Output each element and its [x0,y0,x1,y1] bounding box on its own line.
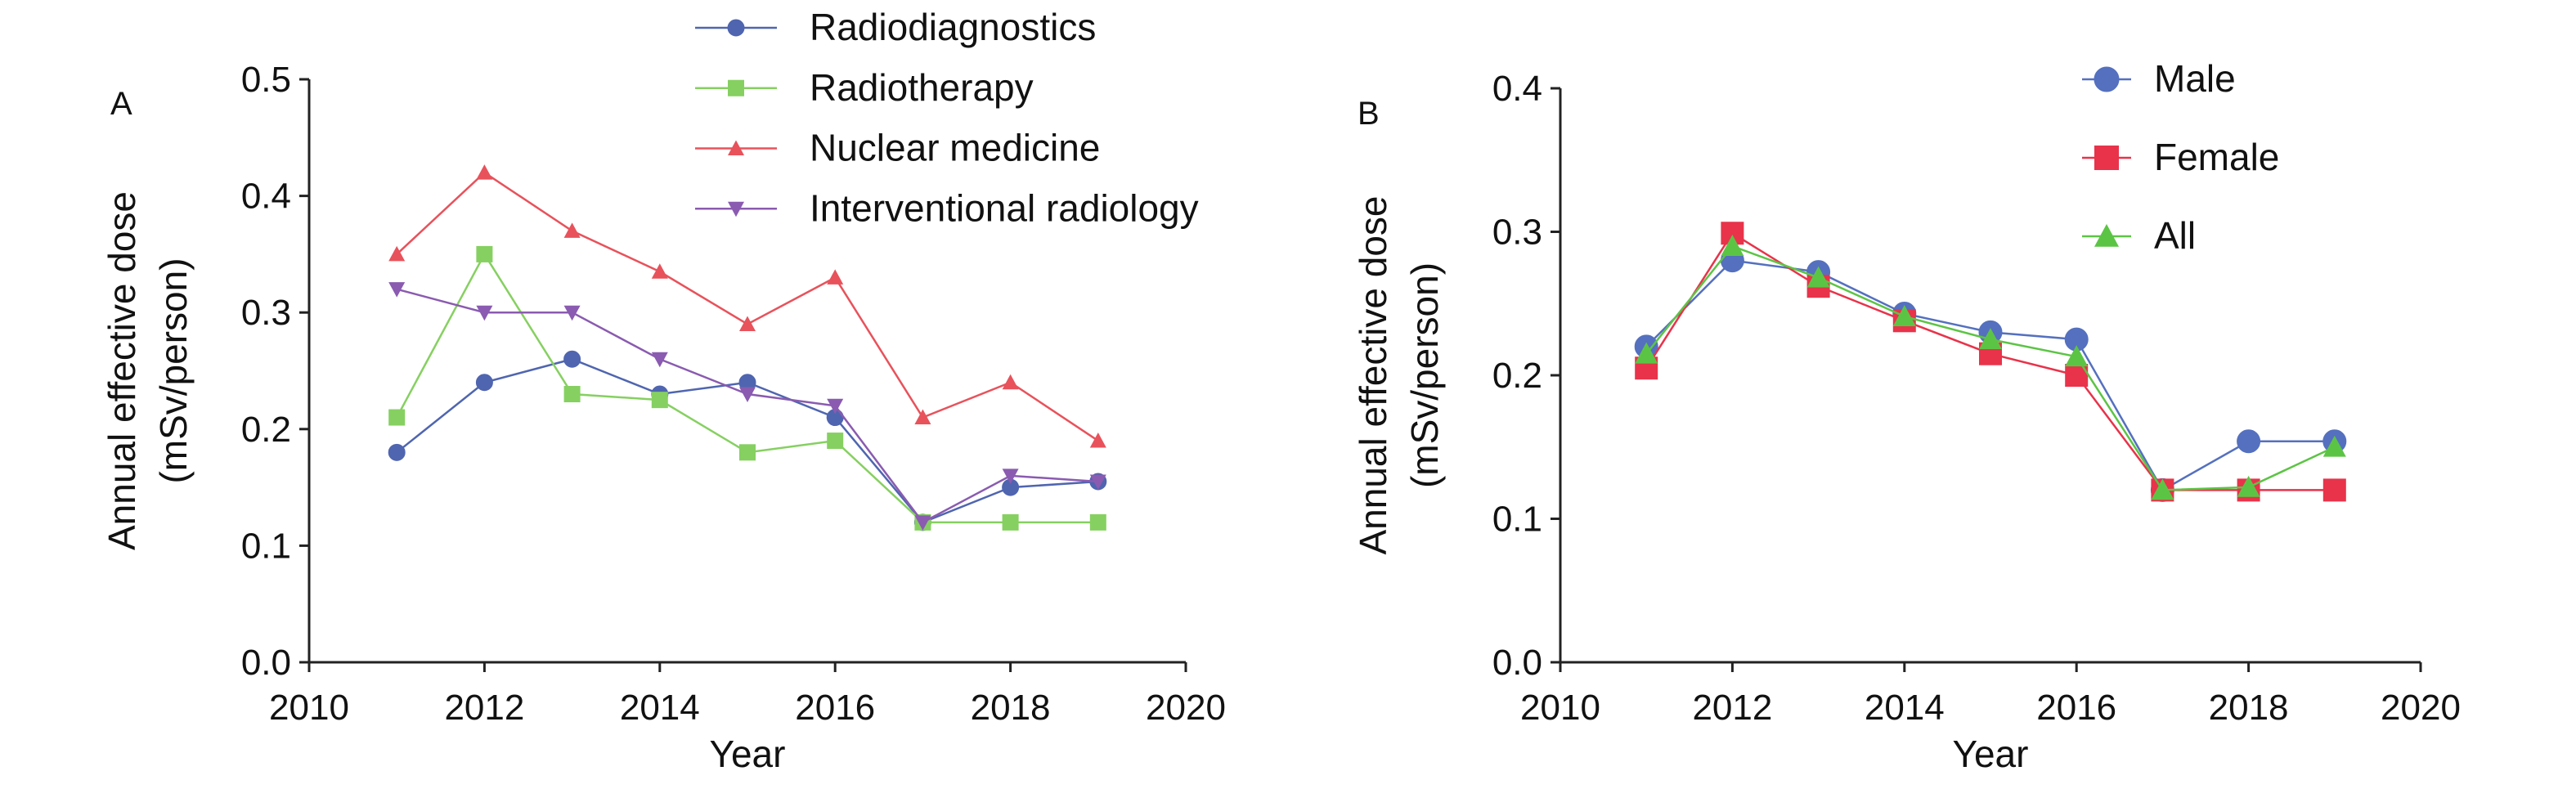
x-tick-label: 2016 [2036,688,2116,728]
panel-b: 0.0 0.1 0.2 0.3 0.4 2010 2012 2014 2016 2018 2020 Y… [1352,57,2461,775]
y-tick-label: 0.0 [1492,643,1542,683]
data-point-all [1635,342,1658,364]
y-tick-label: 0.4 [241,177,291,217]
data-point-radiodiagnostics [563,350,581,368]
x-tick-label: 2020 [1146,688,1226,728]
data-point-nuclear-medicine [827,269,844,285]
data-point-all [1979,328,2002,350]
data-point-radiotherapy [827,433,844,450]
data-point-male [2237,429,2261,454]
data-point-interventional-radiology [827,398,844,415]
y-tick-label: 0.3 [1492,213,1542,253]
x-axis-title: Year [710,733,786,775]
data-point-radiotherapy [651,392,668,409]
series-line-male [1645,259,2335,492]
legend: Male Female All [2082,57,2279,257]
legend-label-interventional-radiology: Interventional radiology [810,186,1199,229]
x-tick-label: 2016 [795,688,875,728]
x-tick-label: 2020 [2381,688,2461,728]
y-tick-label: 0.2 [1492,356,1542,396]
data-point-radiodiagnostics [388,443,406,461]
data-point-interventional-radiology [1089,474,1106,490]
y-tick-label: 0.0 [241,643,291,683]
y-axis-title: Annual effective dose [1352,195,1394,554]
data-point-nuclear-medicine [914,409,931,425]
data-point-nuclear-medicine [739,316,756,331]
data-point-radiodiagnostics [475,374,493,392]
y-tick-label: 0.2 [241,410,291,450]
panel-label: B [1358,96,1380,132]
data-point-interventional-radiology [388,282,406,298]
data-point-nuclear-medicine [651,263,668,279]
series-line-all [1645,244,2336,491]
y-tick-label: 0.1 [1492,500,1542,540]
legend-marker-radiotherapy [728,79,744,96]
y-tick-label: 0.4 [1492,69,1542,109]
panel-a: 0.0 0.1 0.2 0.3 0.4 0.5 2010 2012 2014 2016 2018 20… [101,6,1226,775]
data-point-radiotherapy [1089,513,1106,531]
data-point-nuclear-medicine [563,222,581,238]
x-tick-label: 2018 [2209,688,2289,728]
data-point-all [1892,305,1916,326]
data-point-all [2065,345,2089,367]
y-axis-title: (mSv/person) [152,258,195,483]
x-tick-label: 2014 [1865,688,1945,728]
y-tick-label: 0.5 [241,60,291,100]
data-point-radiotherapy [388,409,406,426]
x-tick-label: 2012 [1692,688,1772,728]
legend-marker-nuclear-medicine [728,140,744,155]
data-point-nuclear-medicine [1002,374,1019,390]
x-tick-label: 2012 [444,688,524,728]
legend-marker-female [2094,146,2119,170]
data-point-radiotherapy [1002,513,1019,531]
data-point-all [1721,235,1744,256]
x-tick-label: 2014 [620,688,700,728]
y-tick-label: 0.1 [241,526,291,566]
data-point-interventional-radiology [563,305,581,321]
legend-marker-all [2094,224,2119,247]
data-point-interventional-radiology [476,305,493,321]
legend-marker-interventional-radiology [728,201,744,217]
data-point-interventional-radiology [1002,468,1019,484]
y-axis-title: Annual effective dose [101,191,143,550]
data-point-all [1806,266,1830,288]
legend-label-female: Female [2154,136,2279,178]
x-axis-title: Year [1953,733,2029,775]
y-tick-label: 0.3 [241,293,291,333]
data-point-nuclear-medicine [1089,433,1106,448]
x-tick-label: 2010 [269,688,349,728]
legend-label-radiodiagnostics: Radiodiagnostics [810,6,1096,48]
data-point-radiotherapy [563,386,581,403]
legend-label-male: Male [2154,57,2236,100]
legend-marker-male [2094,66,2120,92]
data-point-interventional-radiology [651,352,668,368]
data-point-nuclear-medicine [388,245,406,262]
legend-label-radiotherapy: Radiotherapy [810,66,1034,109]
data-point-nuclear-medicine [476,164,493,180]
y-axis-title: (mSv/person) [1403,262,1446,488]
x-tick-label: 2018 [971,688,1051,728]
data-point-interventional-radiology [914,515,931,531]
data-point-radiotherapy [739,444,756,461]
legend-label-all: All [2154,214,2196,257]
data-point-female [2322,478,2346,502]
legend-label-nuclear-medicine: Nuclear medicine [810,127,1100,169]
legend: Radiodiagnostics Radiotherapy Nuclear medi… [695,6,1199,229]
data-point-all [2237,475,2260,497]
panel-label: A [110,86,132,122]
data-point-all [2322,435,2346,457]
data-point-radiotherapy [476,245,493,262]
legend-marker-radiodiagnostics [727,19,745,37]
data-point-all [2151,478,2174,500]
x-tick-label: 2010 [1520,688,1600,728]
data-point-interventional-radiology [739,387,756,403]
